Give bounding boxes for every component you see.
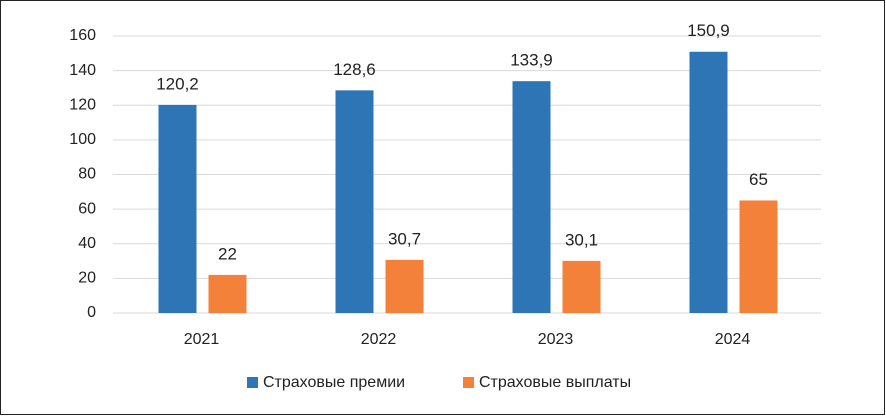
value-label: 150,9 [687, 21, 730, 40]
value-label: 30,7 [388, 229, 421, 248]
x-tick-label: 2024 [715, 331, 751, 348]
legend-label: Страховые выплаты [479, 374, 631, 391]
y-tick-label: 100 [69, 131, 96, 148]
bar [385, 259, 424, 313]
x-tick-label: 2023 [538, 331, 574, 348]
y-tick-label: 60 [78, 200, 96, 217]
y-tick-label: 160 [69, 27, 96, 44]
y-tick-label: 140 [69, 62, 96, 79]
legend-swatch [463, 377, 474, 388]
bar [562, 260, 601, 313]
y-tick-label: 80 [78, 166, 96, 183]
legend-swatch [247, 377, 258, 388]
y-tick-label: 40 [78, 235, 96, 252]
y-tick-label: 120 [69, 96, 96, 113]
bar [335, 90, 374, 313]
value-label: 128,6 [333, 60, 376, 79]
bar [739, 200, 778, 313]
y-tick-label: 0 [87, 304, 96, 321]
value-label: 133,9 [510, 51, 553, 70]
bar [512, 81, 551, 313]
value-label: 22 [218, 244, 237, 263]
value-label: 120,2 [156, 74, 199, 93]
y-tick-label: 20 [78, 270, 96, 287]
legend-label: Страховые премии [263, 374, 405, 391]
x-tick-label: 2022 [361, 331, 397, 348]
bar [689, 51, 728, 314]
value-label: 65 [749, 170, 768, 189]
value-label: 30,1 [565, 230, 598, 249]
x-tick-label: 2021 [184, 331, 220, 348]
bar [158, 104, 197, 313]
bar [208, 274, 247, 313]
